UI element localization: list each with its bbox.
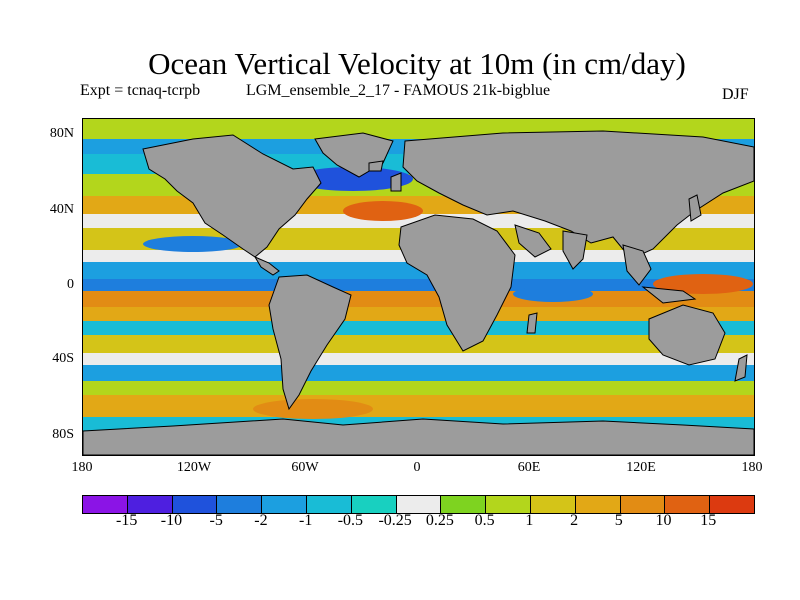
- map-panel: [82, 118, 755, 456]
- lon-label-180w: 180: [71, 460, 93, 475]
- season-label: DJF: [722, 86, 749, 103]
- colorbar-label: -0.25: [378, 512, 412, 529]
- colorbar-label: 1: [525, 512, 534, 529]
- lon-label-60e: 60E: [517, 460, 541, 475]
- colorbar-label: 15: [700, 512, 717, 529]
- colorbar-label: -15: [116, 512, 138, 529]
- colorbar-segment: [306, 496, 352, 513]
- colorbar-segment: [172, 496, 218, 513]
- colorbar-segment: [83, 496, 128, 513]
- colorbar-segment: [396, 496, 442, 513]
- lat-label-80s: 80S: [52, 427, 74, 442]
- colorbar-segment: [262, 496, 307, 513]
- colorbar-label: 10: [655, 512, 672, 529]
- lon-label-60w: 60W: [291, 460, 319, 475]
- lat-label-40n: 40N: [49, 202, 74, 217]
- colorbar-segment: [351, 496, 397, 513]
- colorbar-segment: [665, 496, 711, 513]
- colorbar: [82, 495, 755, 514]
- colorbar-segment: [530, 496, 576, 513]
- lon-label-120e: 120E: [626, 460, 656, 475]
- colorbar-label: 0.5: [474, 512, 495, 529]
- colorbar-label: -1: [298, 512, 313, 529]
- colorbar-segment: [127, 496, 173, 513]
- map-title: Ocean Vertical Velocity at 10m (in cm/da…: [148, 46, 686, 81]
- lat-label-0: 0: [67, 277, 74, 292]
- colorbar-segment: [486, 496, 531, 513]
- colorbar-label: -5: [209, 512, 223, 529]
- lon-label-0: 0: [413, 460, 421, 475]
- map-field: [83, 119, 754, 455]
- lat-label-40s: 40S: [52, 351, 74, 366]
- colorbar-label: 5: [614, 512, 623, 529]
- colorbar-label: 0.25: [425, 512, 454, 529]
- land-masses: [83, 130, 754, 455]
- colorbar-label: -0.5: [337, 512, 364, 529]
- run-label: LGM_ensemble_2_17 - FAMOUS 21k-bigblue: [246, 82, 551, 99]
- colorbar-label: -2: [254, 512, 268, 529]
- colorbar-label: -10: [160, 512, 183, 529]
- lat-label-80n: 80N: [49, 126, 74, 141]
- colorbar-label: 2: [570, 512, 579, 529]
- experiment-label: Expt = tcnaq-tcrpb: [80, 82, 201, 99]
- lon-label-120w: 120W: [176, 460, 212, 475]
- colorbar-segment: [575, 496, 621, 513]
- colorbar-segment: [620, 496, 666, 513]
- colorbar-segment: [217, 496, 263, 513]
- colorbar-segment: [710, 496, 754, 513]
- lon-label-180e: 180: [741, 460, 763, 475]
- colorbar-segment: [441, 496, 487, 513]
